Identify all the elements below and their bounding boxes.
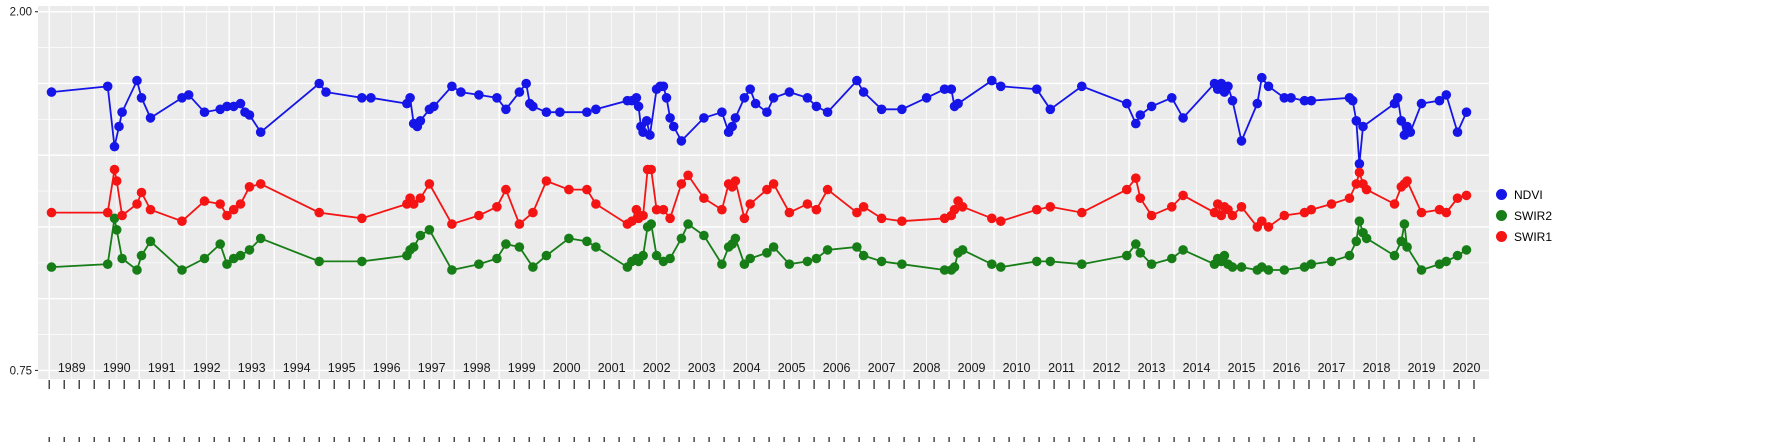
svg-text:1995: 1995	[328, 361, 356, 375]
svg-text:2013: 2013	[1138, 361, 1166, 375]
legend-marker-swir1-icon	[1496, 231, 1507, 242]
svg-text:2007: 2007	[868, 361, 896, 375]
svg-text:2000: 2000	[553, 361, 581, 375]
svg-text:2004: 2004	[733, 361, 761, 375]
legend-label-ndvi: NDVI	[1514, 187, 1543, 202]
svg-text:2016: 2016	[1273, 361, 1301, 375]
legend-marker-swir2-icon	[1496, 210, 1507, 221]
legend-item-ndvi: NDVI	[1496, 186, 1552, 203]
legend-label-swir1: SWIR1	[1514, 229, 1553, 244]
legend-label-swir2: SWIR2	[1514, 208, 1553, 223]
svg-text:2015: 2015	[1228, 361, 1256, 375]
svg-text:1998: 1998	[463, 361, 491, 375]
svg-text:2011: 2011	[1048, 361, 1075, 375]
svg-text:1994: 1994	[283, 361, 311, 375]
legend-marker-ndvi-icon	[1496, 189, 1507, 200]
svg-text:2010: 2010	[1003, 361, 1031, 375]
svg-text:1991: 1991	[148, 361, 176, 375]
svg-text:2008: 2008	[913, 361, 941, 375]
svg-text:2018: 2018	[1363, 361, 1391, 375]
svg-text:2005: 2005	[778, 361, 806, 375]
legend-item-swir1: SWIR1	[1496, 228, 1552, 245]
svg-text:2006: 2006	[823, 361, 851, 375]
svg-text:2.00: 2.00	[10, 7, 32, 19]
svg-text:2017: 2017	[1318, 361, 1346, 375]
svg-text:2012: 2012	[1093, 361, 1121, 375]
svg-text:2020: 2020	[1453, 361, 1481, 375]
svg-text:1993: 1993	[238, 361, 266, 375]
svg-text:2019: 2019	[1408, 361, 1436, 375]
svg-text:1997: 1997	[418, 361, 446, 375]
svg-text:1989: 1989	[58, 361, 86, 375]
svg-text:2001: 2001	[598, 361, 626, 375]
legend-item-swir2: SWIR2	[1496, 207, 1552, 224]
svg-text:2002: 2002	[643, 361, 671, 375]
svg-text:1992: 1992	[193, 361, 221, 375]
svg-text:0.75: 0.75	[10, 365, 32, 377]
svg-text:1996: 1996	[373, 361, 401, 375]
svg-text:2014: 2014	[1183, 361, 1211, 375]
svg-text:2003: 2003	[688, 361, 716, 375]
svg-text:1999: 1999	[508, 361, 536, 375]
svg-text:2009: 2009	[958, 361, 986, 375]
legend: NDVI SWIR2 SWIR1	[1496, 186, 1552, 245]
svg-text:1990: 1990	[103, 361, 131, 375]
